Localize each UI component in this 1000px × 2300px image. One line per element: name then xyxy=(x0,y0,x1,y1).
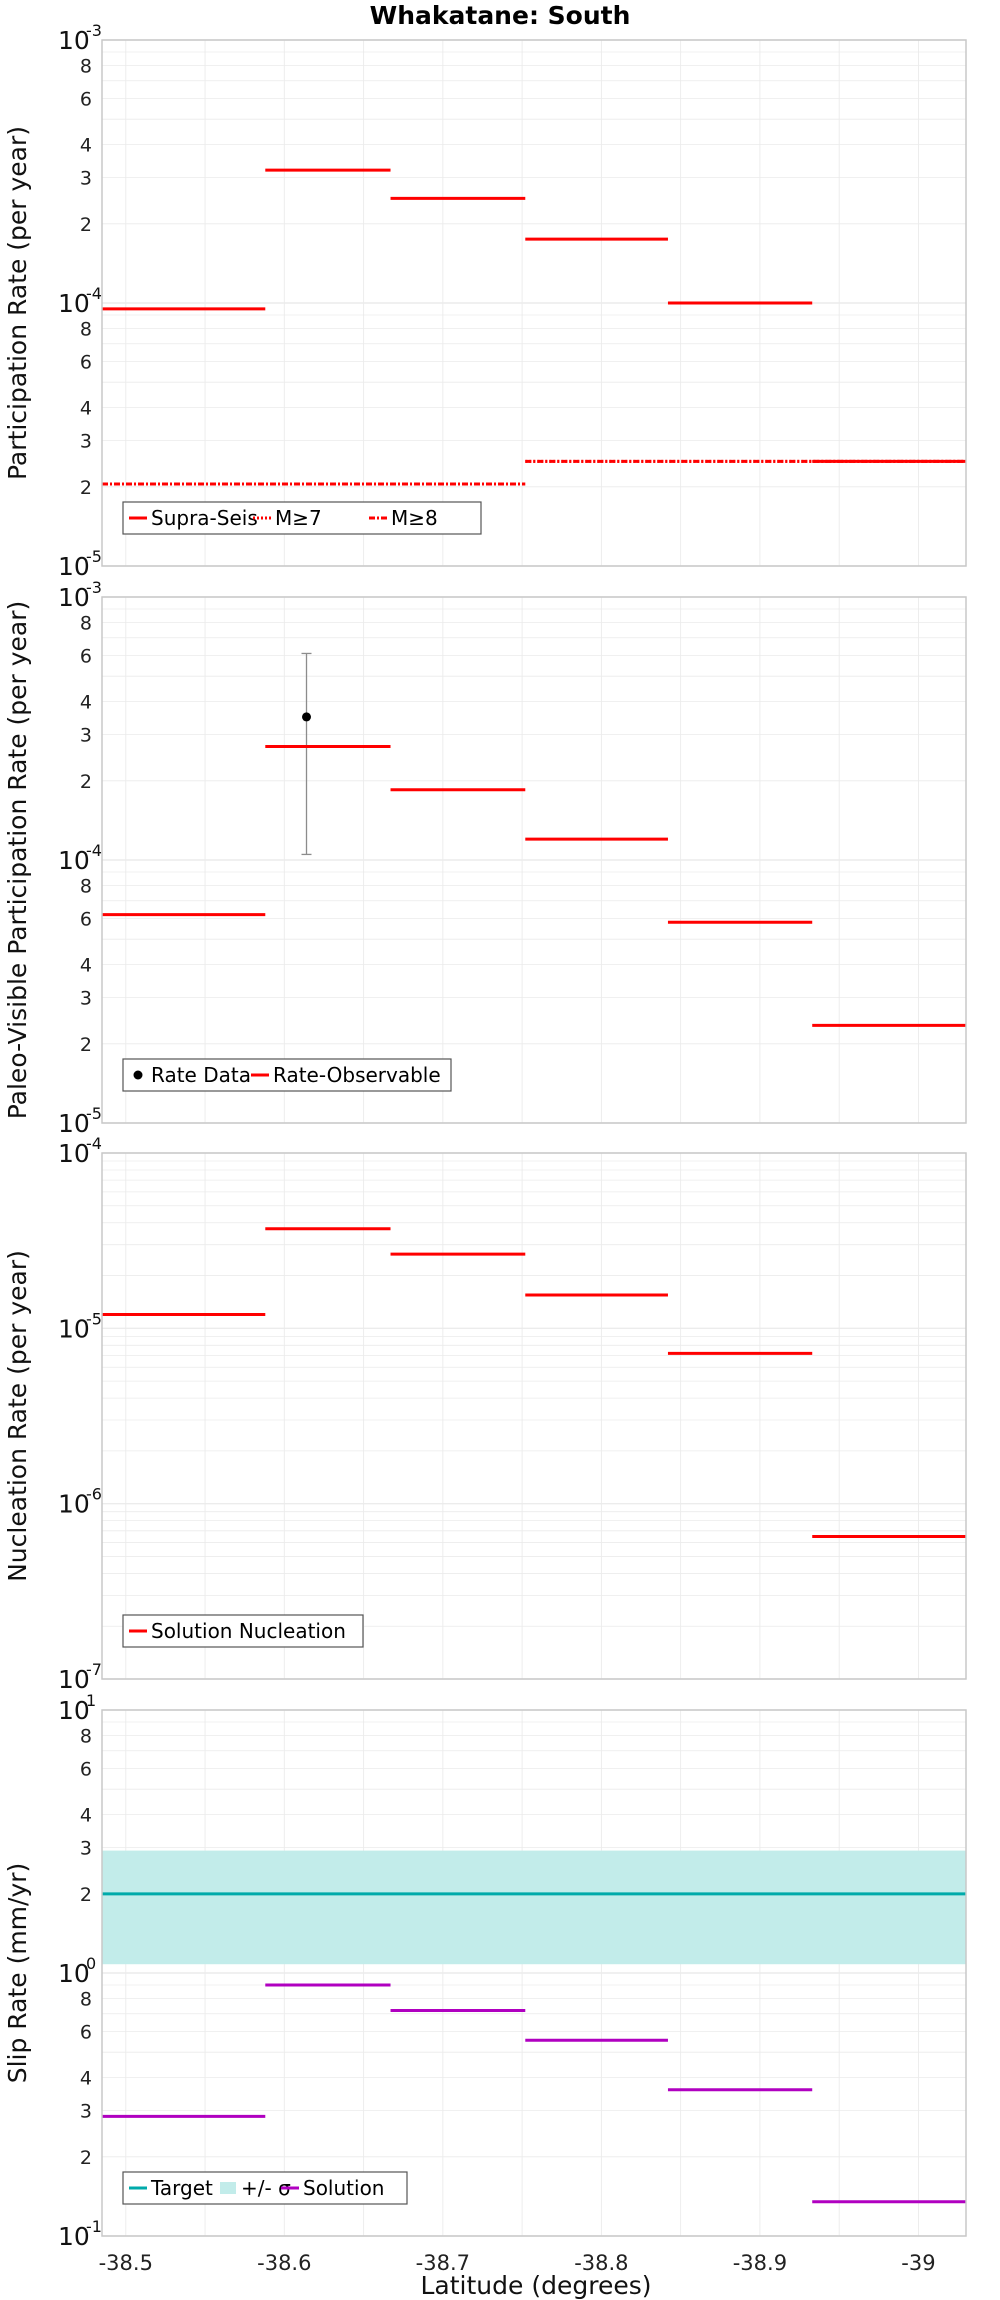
y-axis-title: Participation Rate (per year) xyxy=(3,126,32,480)
y-tick-exponent: -5 xyxy=(86,1104,102,1123)
y-minor-tick-label: 4 xyxy=(80,398,92,420)
y-tick-exponent: -5 xyxy=(86,1309,102,1328)
y-minor-tick-label: 6 xyxy=(80,88,92,110)
y-tick-label: 10 xyxy=(58,1665,90,1694)
data-point xyxy=(302,712,312,722)
x-tick-label: -38.9 xyxy=(733,2251,787,2275)
legend-box xyxy=(122,2171,408,2205)
y-tick-exponent: -5 xyxy=(86,547,102,566)
legend-box xyxy=(122,501,482,535)
y-minor-tick-label: 8 xyxy=(80,875,92,897)
y-tick-label: 10 xyxy=(58,552,90,581)
y-minor-tick-label: 8 xyxy=(80,1725,92,1747)
y-minor-tick-label: 4 xyxy=(80,955,92,977)
legend-label: M≥7 xyxy=(275,506,322,530)
y-tick-label: 10 xyxy=(58,1314,90,1343)
y-minor-tick-label: 4 xyxy=(80,135,92,157)
y-minor-tick-label: 6 xyxy=(80,645,92,667)
y-minor-tick-label: 3 xyxy=(80,431,92,453)
x-tick-label: -38.8 xyxy=(574,2251,628,2275)
y-tick-label: 10 xyxy=(58,1696,90,1725)
y-axis-title: Nucleation Rate (per year) xyxy=(3,1250,32,1582)
y-axis-title: Paleo-Visible Participation Rate (per ye… xyxy=(3,601,32,1120)
plot-frame xyxy=(101,1152,967,1680)
legend-label: M≥8 xyxy=(391,506,438,530)
plot-area xyxy=(102,1153,966,1679)
y-minor-tick-label: 3 xyxy=(80,168,92,190)
y-minor-tick-label: 8 xyxy=(80,1988,92,2010)
y-minor-tick-label: 8 xyxy=(80,318,92,340)
y-minor-tick-label: 4 xyxy=(80,1805,92,1827)
y-tick-label: 10 xyxy=(58,846,90,875)
legend-label: Solution xyxy=(303,2176,384,2200)
legend: Solution Nucleation xyxy=(122,1614,364,1648)
legend: Rate Data Rate-Observable xyxy=(122,1058,452,1092)
y-minor-tick-label: 8 xyxy=(80,55,92,77)
y-minor-tick-label: 6 xyxy=(80,1758,92,1780)
legend-label: Rate-Observable xyxy=(273,1063,441,1087)
y-minor-tick-label: 2 xyxy=(80,214,92,236)
y-minor-tick-label: 3 xyxy=(80,2101,92,2123)
plot-frame xyxy=(101,596,967,1124)
y-minor-tick-label: 6 xyxy=(80,351,92,373)
y-minor-tick-label: 2 xyxy=(80,1034,92,1056)
legend-marker xyxy=(220,2182,236,2194)
y-minor-tick-label: 2 xyxy=(80,771,92,793)
y-minor-tick-label: 3 xyxy=(80,725,92,747)
legend-label: Supra-Seis xyxy=(151,506,258,530)
y-minor-tick-label: 4 xyxy=(80,692,92,714)
y-tick-exponent: -7 xyxy=(86,1660,102,1679)
legend-marker xyxy=(133,1070,143,1080)
legend-box xyxy=(122,1058,452,1092)
y-axis-title: Slip Rate (mm/yr) xyxy=(3,1863,32,2084)
chart-title: Whakatane: South xyxy=(370,1,631,30)
y-tick-exponent: -4 xyxy=(86,841,102,860)
legend-box xyxy=(122,1614,364,1648)
x-tick-label: -38.7 xyxy=(416,2251,470,2275)
legend-label: Solution Nucleation xyxy=(151,1619,346,1643)
y-minor-tick-label: 6 xyxy=(80,908,92,930)
sigma-band xyxy=(102,1850,966,1965)
y-tick-label: 10 xyxy=(58,1959,90,1988)
y-minor-tick-label: 3 xyxy=(80,1838,92,1860)
y-tick-exponent: 0 xyxy=(86,1954,96,1973)
y-tick-label: 10 xyxy=(58,1490,90,1519)
x-axis-title: Latitude (degrees) xyxy=(421,2271,652,2300)
y-tick-label: 10 xyxy=(58,26,90,55)
x-tick-label: -39 xyxy=(901,2251,935,2275)
legend: Target +/- σ Solution xyxy=(122,2171,408,2205)
y-tick-label: 10 xyxy=(58,289,90,318)
y-minor-tick-label: 8 xyxy=(80,612,92,634)
plot-frame xyxy=(101,1709,967,2237)
y-tick-exponent: -4 xyxy=(86,284,102,303)
y-tick-label: 10 xyxy=(58,1109,90,1138)
x-tick-label: -38.5 xyxy=(99,2251,153,2275)
y-minor-tick-label: 3 xyxy=(80,988,92,1010)
y-tick-exponent: -4 xyxy=(86,1134,102,1153)
legend-label: Rate Data xyxy=(151,1063,251,1087)
y-tick-exponent: -1 xyxy=(86,2217,102,2236)
y-tick-label: 10 xyxy=(58,2222,90,2251)
plot-frame xyxy=(101,39,967,567)
y-minor-tick-label: 2 xyxy=(80,477,92,499)
y-tick-label: 10 xyxy=(58,583,90,612)
y-minor-tick-label: 4 xyxy=(80,2068,92,2090)
legend-label: Target xyxy=(150,2176,213,2200)
y-minor-tick-label: 6 xyxy=(80,2021,92,2043)
y-minor-tick-label: 2 xyxy=(80,2147,92,2169)
y-tick-exponent: -3 xyxy=(86,21,102,40)
y-tick-exponent: -3 xyxy=(86,578,102,597)
y-tick-label: 10 xyxy=(58,1139,90,1168)
y-tick-exponent: 1 xyxy=(86,1691,96,1710)
y-minor-tick-label: 2 xyxy=(80,1884,92,1906)
x-tick-label: -38.6 xyxy=(257,2251,311,2275)
legend: Supra-Seis M≥7 M≥8 xyxy=(122,501,482,535)
y-tick-exponent: -6 xyxy=(86,1485,102,1504)
